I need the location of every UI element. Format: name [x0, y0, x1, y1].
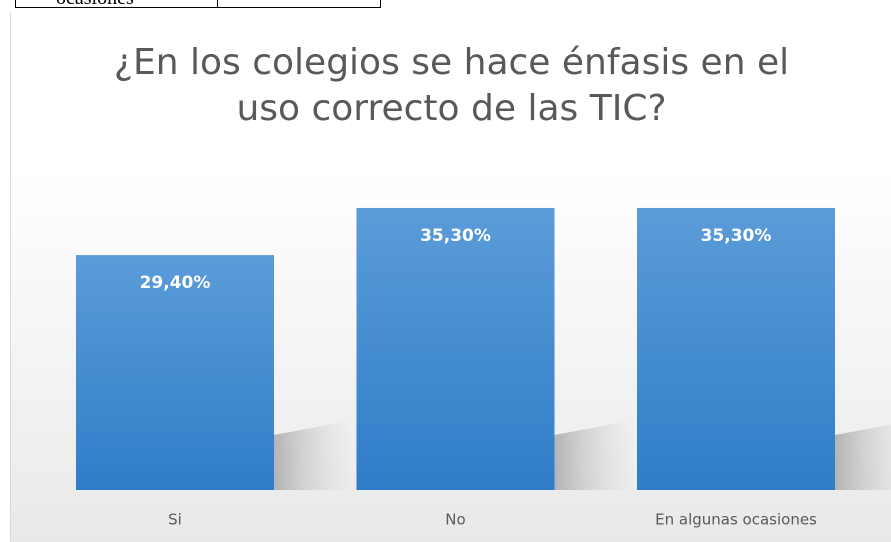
value-label: 35,30%	[420, 226, 491, 246]
bar-shadow	[554, 420, 635, 490]
table-fragment: ocasiones	[15, 0, 381, 10]
value-label: 29,40%	[140, 273, 211, 293]
table-cell: ocasiones	[15, 0, 218, 9]
bar-shadow	[274, 420, 354, 490]
chart-title: ¿En los colegios se hace énfasis en el u…	[113, 42, 790, 129]
bar-shadow	[835, 424, 891, 490]
plot: 29,40% Si 35,30% No 35,30% En algunas ocasion…	[76, 207, 891, 529]
bar	[76, 255, 274, 490]
value-label: 35,30%	[701, 226, 772, 246]
x-tick-label: No	[445, 511, 465, 529]
bar	[356, 207, 555, 490]
bar	[637, 207, 835, 490]
table-cell	[218, 0, 381, 8]
x-tick-label: Si	[168, 511, 182, 529]
chart: ¿En los colegios se hace énfasis en el u…	[10, 12, 891, 542]
x-tick-label: En algunas ocasiones	[655, 511, 817, 529]
